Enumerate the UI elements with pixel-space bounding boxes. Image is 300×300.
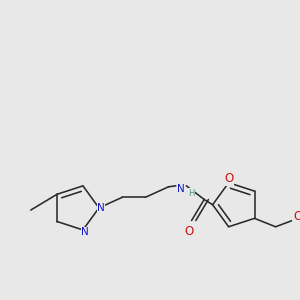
Text: H: H bbox=[188, 189, 195, 198]
Text: O: O bbox=[185, 225, 194, 238]
Text: N: N bbox=[177, 184, 185, 194]
Text: O: O bbox=[293, 210, 300, 223]
Text: N: N bbox=[81, 227, 89, 237]
Text: O: O bbox=[224, 172, 233, 185]
Text: N: N bbox=[97, 203, 105, 213]
